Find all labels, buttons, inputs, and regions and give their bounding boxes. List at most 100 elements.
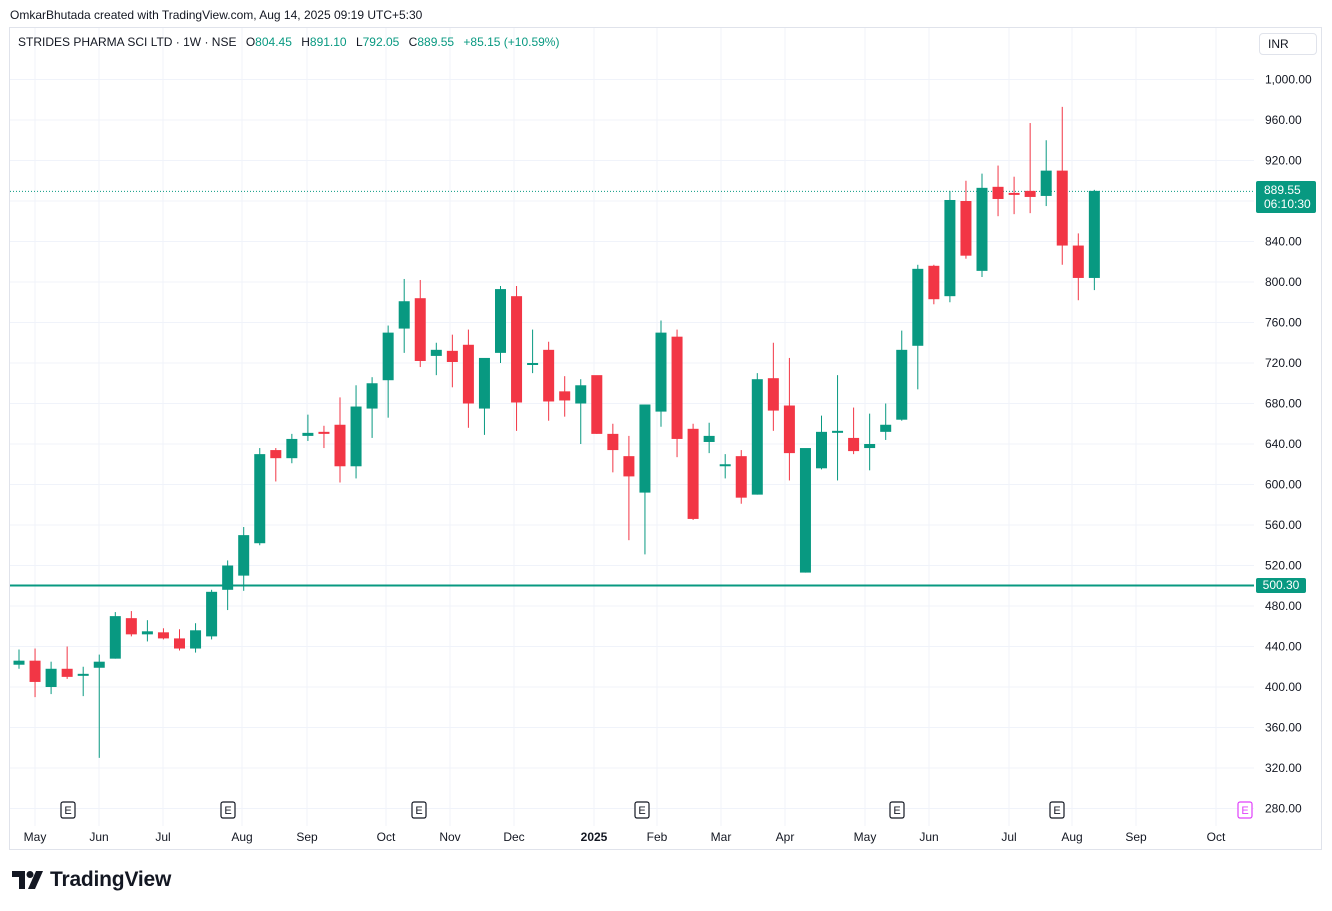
candle — [1040, 140, 1052, 207]
earnings-marker-box — [220, 801, 236, 819]
price-tick-label: 920.00 — [1265, 154, 1302, 168]
candle — [623, 435, 635, 541]
time-tick-label: Jun — [919, 830, 938, 844]
time-tick-label: Oct — [377, 830, 396, 844]
candle-body — [607, 433, 619, 451]
time-tick-label: Nov — [439, 830, 460, 844]
candle-body — [783, 405, 795, 454]
candle-body — [302, 432, 314, 436]
earnings-marker-label: E — [1053, 805, 1060, 817]
candle — [366, 377, 378, 438]
candle-body — [93, 661, 105, 668]
candle — [527, 329, 539, 374]
earnings-marker: E — [889, 801, 905, 819]
open-value: 804.45 — [255, 35, 292, 49]
candle — [639, 404, 651, 555]
candle-body — [462, 344, 474, 404]
candle-body — [1008, 192, 1020, 195]
candle-body — [751, 379, 763, 495]
earnings-marker: E — [1049, 801, 1065, 819]
candle-body — [45, 668, 57, 687]
candle-body — [286, 438, 298, 459]
high-label: H — [301, 35, 310, 49]
symbol-legend: STRIDES PHARMA SCI LTD · 1W · NSE O804.4… — [18, 35, 559, 49]
candle — [976, 173, 988, 277]
symbol-title[interactable]: STRIDES PHARMA SCI LTD · 1W · NSE — [18, 35, 237, 49]
candle — [687, 423, 699, 520]
candle-body — [334, 424, 346, 467]
last-price-value: 889.55 — [1264, 183, 1301, 197]
candle — [832, 375, 844, 481]
candle-body — [864, 444, 876, 449]
candle — [206, 589, 218, 640]
candle — [928, 264, 940, 305]
candle-body — [29, 660, 41, 682]
candle-body — [222, 565, 234, 590]
tradingview-logo[interactable]: TradingView — [12, 868, 171, 892]
candle-body — [912, 268, 924, 346]
earnings-marker-box — [1237, 801, 1253, 819]
candle — [13, 649, 25, 669]
candle-body — [382, 332, 394, 381]
candle — [543, 341, 555, 421]
time-tick-label: Aug — [1061, 830, 1082, 844]
grid-lines — [10, 28, 1254, 826]
tradingview-logo-icon — [12, 871, 43, 889]
price-axis: 280.00 320.00 360.00 400.00 440.00 480.00 520.… — [1265, 73, 1312, 816]
time-tick-label: Feb — [647, 830, 668, 844]
candle — [575, 379, 587, 444]
candle — [430, 342, 442, 376]
candle-body — [174, 638, 185, 649]
candle — [1072, 233, 1084, 301]
candle-body — [109, 616, 121, 659]
candle — [751, 373, 763, 495]
price-tick-label: 480.00 — [1265, 599, 1302, 613]
chart-frame — [9, 27, 1322, 850]
price-tick-label: 600.00 — [1265, 478, 1302, 492]
candle — [816, 415, 827, 470]
candle — [77, 666, 89, 697]
candle-body — [976, 187, 988, 271]
candle — [254, 448, 266, 546]
candle-body — [832, 430, 844, 433]
time-tick-label: Sep — [296, 830, 318, 844]
price-tick-label: 400.00 — [1265, 680, 1302, 694]
candle — [286, 433, 298, 464]
candle-body — [446, 350, 458, 362]
candle-body — [992, 186, 1004, 199]
candle-body — [61, 668, 73, 677]
candle — [141, 620, 153, 642]
earnings-marker-label: E — [224, 805, 231, 817]
bar-countdown: 06:10:30 — [1264, 197, 1311, 211]
candle — [703, 422, 715, 454]
earnings-marker: E — [634, 801, 650, 819]
time-tick-label: Dec — [503, 830, 524, 844]
price-tick-label: 960.00 — [1265, 113, 1302, 127]
time-tick-label: Apr — [776, 830, 795, 844]
earnings-marker-label: E — [415, 805, 422, 817]
earnings-marker-box — [411, 801, 427, 819]
candle-body — [430, 349, 442, 356]
last-price-tag: 889.55 06:10:30 — [1256, 181, 1316, 213]
candle — [238, 527, 250, 591]
open-label: O — [245, 35, 256, 49]
price-tick-label: 560.00 — [1265, 518, 1302, 532]
price-tick-label: 760.00 — [1265, 316, 1302, 330]
currency-button[interactable]: INR — [1259, 33, 1317, 55]
candle — [478, 357, 490, 435]
candle-body — [254, 454, 266, 544]
earnings-marker-box — [889, 801, 905, 819]
candle-body — [719, 464, 731, 467]
candle — [559, 376, 571, 417]
candle — [495, 286, 506, 363]
price-tick-label: 1,000.00 — [1265, 73, 1312, 87]
candle — [350, 385, 362, 479]
candle-body — [1024, 190, 1036, 197]
horizontal-line-tag: 500.30 — [1256, 578, 1306, 593]
candle-body — [816, 431, 827, 469]
candle — [318, 425, 330, 449]
candle-body — [318, 431, 330, 434]
candle — [880, 403, 892, 440]
candle — [302, 414, 314, 441]
